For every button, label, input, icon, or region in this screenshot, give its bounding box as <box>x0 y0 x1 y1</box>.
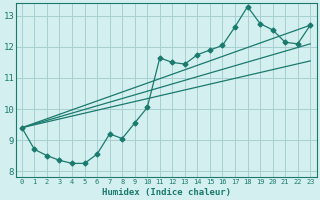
X-axis label: Humidex (Indice chaleur): Humidex (Indice chaleur) <box>101 188 231 197</box>
